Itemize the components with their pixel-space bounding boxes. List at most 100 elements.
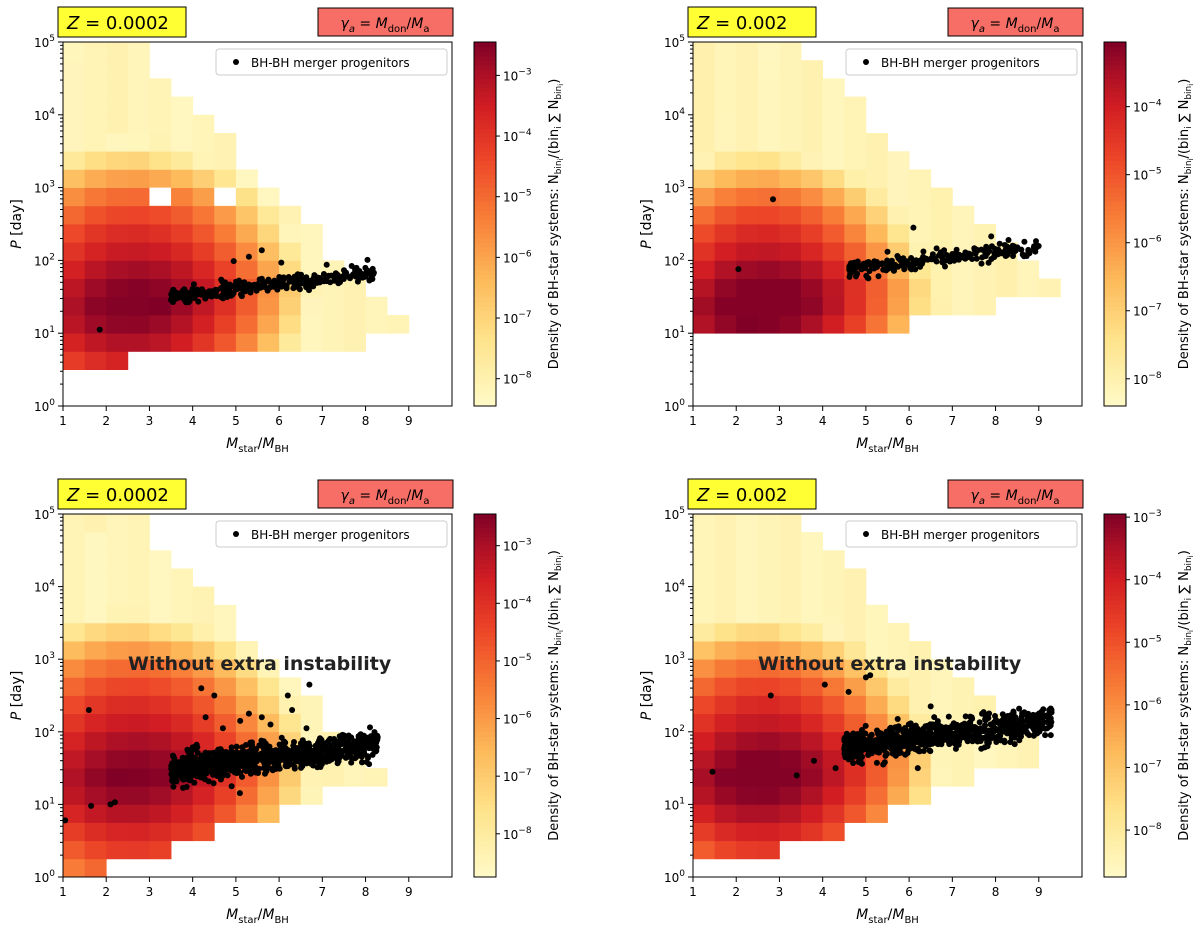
scatter-point <box>877 730 884 737</box>
colorbar-segment <box>474 591 496 597</box>
scatter-point <box>981 727 988 734</box>
colorbar-segment <box>474 274 496 280</box>
scatter-point <box>236 760 243 766</box>
colorbar-segment <box>474 749 496 755</box>
scatter-point <box>1030 711 1037 718</box>
colorbar-tick-label: 10−7 <box>1133 759 1162 775</box>
heatmap-cell <box>693 278 716 298</box>
heatmap-cell <box>693 151 716 170</box>
heatmap-cell <box>84 351 107 370</box>
heatmap-cell <box>865 133 888 152</box>
heatmap-cell <box>887 768 910 787</box>
colorbar-segment <box>1104 260 1126 266</box>
heatmap-cell <box>235 187 258 207</box>
colorbar-segment <box>474 713 496 719</box>
scatter-point <box>988 233 995 240</box>
colorbar-segment <box>474 187 496 193</box>
heatmap-cell <box>106 695 129 715</box>
heatmap-cell <box>736 315 759 334</box>
colorbar-segment <box>1104 659 1126 665</box>
scatter-point <box>927 703 934 710</box>
scatter-series <box>709 672 1055 779</box>
scatter-point <box>348 735 355 741</box>
y-tick-label: 102 <box>664 252 685 268</box>
colorbar-segment <box>1104 641 1126 647</box>
heatmap-cell <box>693 586 716 606</box>
heatmap-cell <box>930 659 953 678</box>
heatmap-cell <box>865 242 888 261</box>
colorbar-segment <box>1104 55 1126 61</box>
scatter-point <box>926 735 933 742</box>
heatmap-cell <box>343 768 366 787</box>
heatmap-cell <box>736 278 759 298</box>
heatmap-cell <box>887 659 910 678</box>
heatmap-cell <box>757 151 780 170</box>
colorbar-segment <box>474 554 496 560</box>
gamma-label: γa = Mdon/Ma <box>947 7 1084 37</box>
scatter-point <box>228 783 235 790</box>
heatmap-cell <box>801 151 824 170</box>
metallicity-text: Z = 0.0002 <box>66 13 169 34</box>
heatmap-cell <box>106 315 129 334</box>
heatmap-cell <box>757 60 780 79</box>
scatter-point <box>282 745 289 752</box>
colorbar-segment <box>474 219 496 225</box>
heatmap-cell <box>127 242 150 261</box>
heatmap-cell <box>714 768 737 787</box>
heatmap-cell <box>63 568 86 587</box>
scatter-point <box>320 743 327 750</box>
heatmap-cell <box>214 315 237 334</box>
colorbar-segment <box>474 808 496 814</box>
scatter-point <box>302 744 309 751</box>
x-tick-label: 7 <box>319 885 327 899</box>
heatmap-cell <box>1017 278 1040 298</box>
colorbar-segment <box>1104 759 1126 765</box>
heatmap-cell <box>887 224 910 243</box>
colorbar-segment <box>1104 151 1126 157</box>
heatmap-cell <box>757 804 780 823</box>
heatmap-cell <box>257 205 280 225</box>
heatmap-cell <box>693 205 716 225</box>
heatmap-cell <box>757 532 780 551</box>
heatmap-cell <box>106 659 129 678</box>
colorbar-segment <box>1104 210 1126 216</box>
heatmap-cell <box>257 695 280 715</box>
heatmap-cell <box>300 242 323 261</box>
heatmap-cell <box>106 677 129 696</box>
colorbar-segment <box>474 818 496 824</box>
scatter-point <box>173 777 180 784</box>
scatter-point <box>954 730 961 737</box>
heatmap-cell <box>149 586 172 606</box>
colorbar-tick-label: 10−4 <box>1133 99 1162 115</box>
heatmap-cell <box>300 296 323 316</box>
heatmap-cell <box>693 641 716 660</box>
legend-marker <box>863 531 869 537</box>
colorbar-segment <box>474 301 496 307</box>
scatter-point <box>236 750 243 757</box>
x-tick-label: 2 <box>732 885 740 899</box>
colorbar-segment <box>1104 604 1126 610</box>
heatmap-cell <box>63 351 86 370</box>
scatter-point <box>352 271 359 278</box>
heatmap-cell <box>343 315 366 334</box>
scatter-point <box>709 768 716 775</box>
heatmap-cell <box>63 224 86 243</box>
heatmap-cell <box>822 713 845 733</box>
scatter-point <box>897 738 904 745</box>
heatmap-cell <box>844 641 867 660</box>
scatter-point <box>264 750 271 757</box>
colorbar-segment <box>474 123 496 129</box>
heatmap-cell <box>127 550 150 569</box>
heatmap-cell <box>235 205 258 225</box>
scatter-point <box>175 770 182 777</box>
heatmap-cell <box>801 187 824 207</box>
scatter-point <box>1040 713 1047 720</box>
scatter-point <box>969 733 976 740</box>
heatmap-cell <box>127 42 150 61</box>
panel-bottom-left: 1 2 3 4 5 6 7 8 9 Mstar/MBH 100 101 102 103 104 105 P [d… <box>9 478 565 926</box>
heatmap-cell <box>736 224 759 243</box>
heatmap-cell <box>779 187 802 207</box>
legend: BH-BH merger progenitors <box>215 520 448 548</box>
heatmap-cell <box>930 677 953 696</box>
scatter-point <box>253 752 260 759</box>
